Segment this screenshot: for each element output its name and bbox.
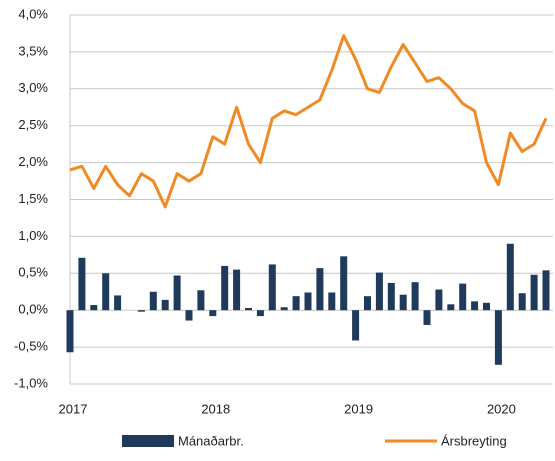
line [69, 34, 548, 209]
legend-swatch [122, 435, 174, 447]
y-tick-label: 2,0% [18, 154, 48, 169]
bar [280, 307, 288, 311]
y-tick-label: 2,5% [18, 117, 48, 132]
bar [494, 310, 502, 365]
bar [78, 257, 86, 311]
y-tick-label: 1,5% [18, 191, 48, 206]
bar [114, 295, 122, 311]
bar [399, 294, 407, 311]
bar [149, 291, 157, 311]
bar [137, 310, 145, 312]
y-tick-label: -0,5% [14, 339, 48, 354]
bar [209, 310, 217, 317]
legend-label: Mánaðarbr. [178, 433, 244, 448]
bar [268, 264, 276, 311]
y-tick-label: 1,0% [18, 228, 48, 243]
bar [221, 265, 229, 311]
bar [459, 283, 467, 311]
bar [352, 310, 360, 341]
y-tick-label: 4,0% [18, 6, 48, 21]
bar [483, 302, 490, 311]
bar [328, 292, 336, 311]
bar [423, 310, 431, 325]
bar [530, 274, 538, 311]
y-tick-label: 0,0% [18, 302, 48, 317]
bar [435, 289, 443, 311]
bar [256, 310, 264, 317]
y-tick-label: 3,5% [18, 43, 48, 58]
bar [411, 282, 419, 311]
bar [518, 293, 526, 311]
bar [197, 290, 205, 311]
bar [90, 305, 98, 311]
bar [66, 310, 74, 353]
bar [447, 304, 455, 311]
y-tick-label: 3,0% [18, 80, 48, 95]
bar [340, 256, 348, 311]
y-tick-label: 0,5% [18, 265, 48, 280]
bar [542, 270, 550, 311]
x-tick-label: 2017 [59, 401, 88, 416]
bar [506, 243, 514, 311]
bar [102, 273, 110, 311]
bar [375, 272, 383, 311]
bar [233, 269, 241, 311]
bar [185, 310, 193, 321]
x-tick-label: 2020 [487, 401, 516, 416]
bar [387, 282, 395, 311]
bar [304, 292, 312, 311]
bar [471, 301, 479, 311]
bar [245, 307, 252, 311]
bar [364, 296, 371, 311]
bar [161, 299, 169, 311]
bar [292, 296, 300, 311]
y-tick-label: -1,0% [14, 375, 48, 390]
bar [316, 268, 324, 311]
bar [173, 275, 181, 311]
legend-label: Ársbreyting [441, 433, 507, 448]
x-tick-label: 2019 [344, 401, 373, 416]
x-tick-label: 2018 [201, 401, 230, 416]
